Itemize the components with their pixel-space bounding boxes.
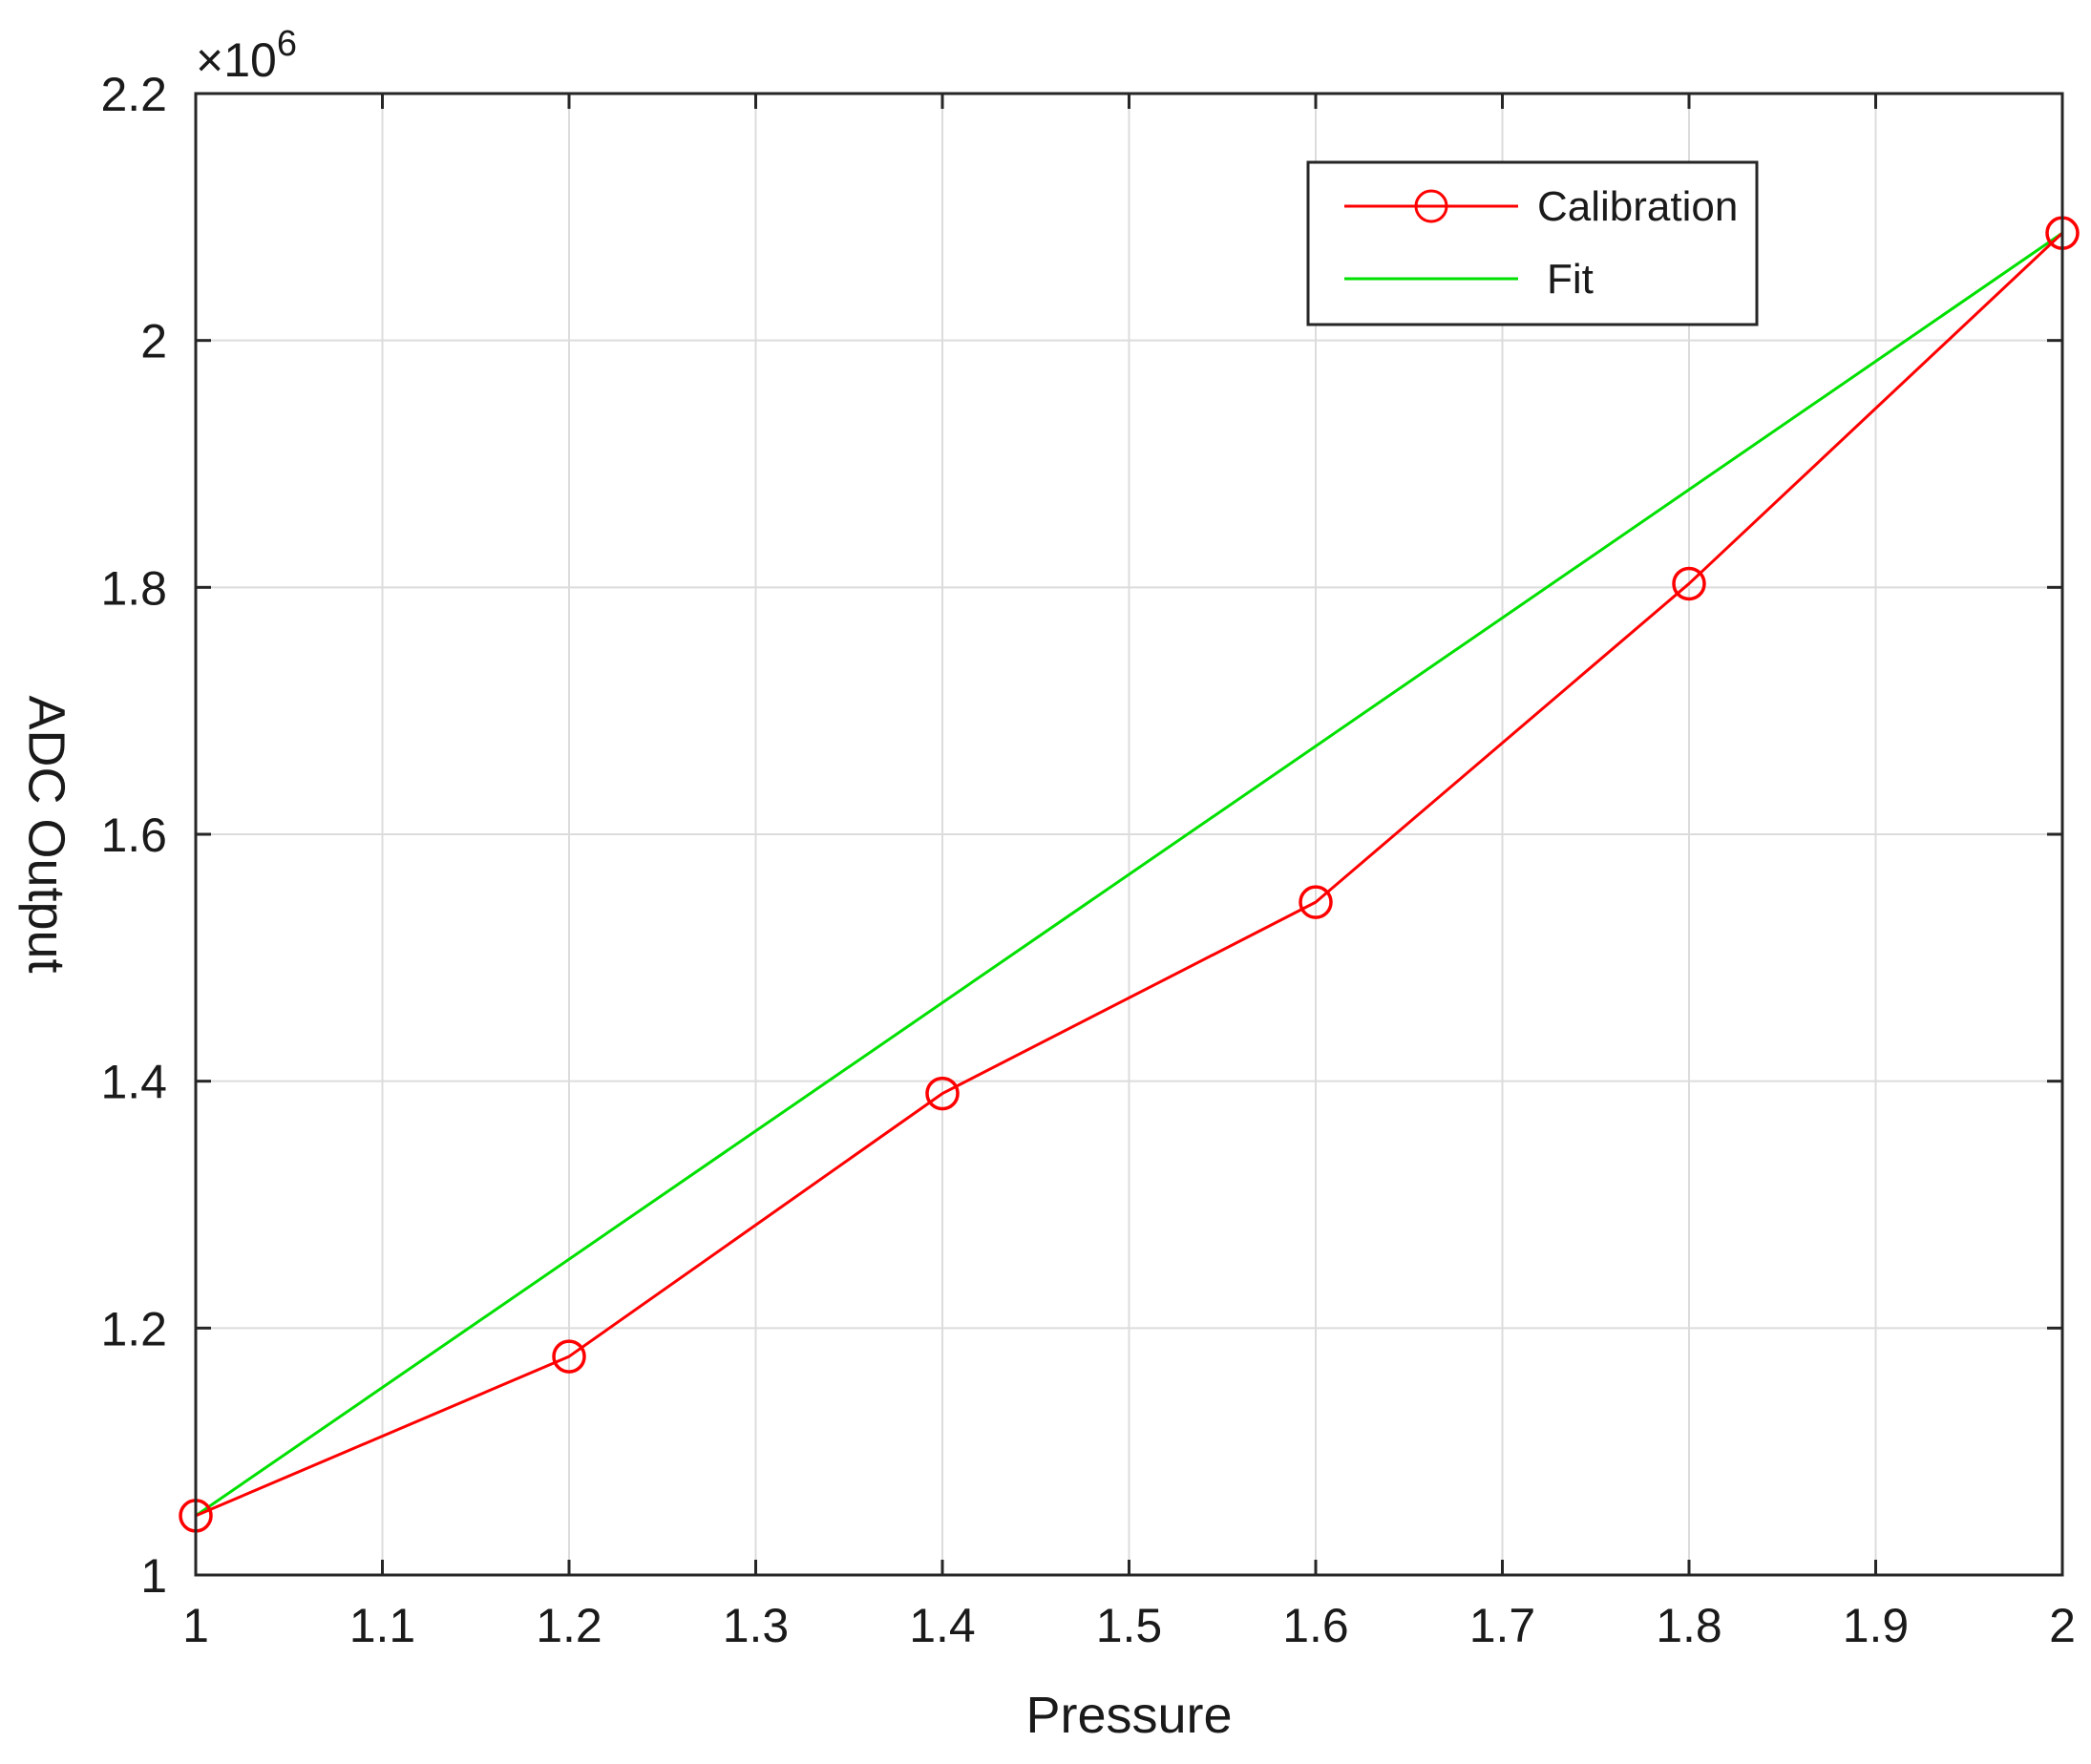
y-tick-label: 1.6 <box>100 808 167 862</box>
x-tick-label: 1.4 <box>909 1599 976 1652</box>
legend-label-fit: Fit <box>1547 256 1594 303</box>
data-point-calibration <box>1299 885 1333 919</box>
x-tick-label: 1.3 <box>723 1599 790 1652</box>
x-tick-label: 1 <box>182 1599 209 1652</box>
tick-labels: 1 1.1 1.2 1.3 1.4 1.5 1.6 1.7 1.8 1.9 2 1 1.2 1.4 1.6 1… <box>100 68 2075 1652</box>
y-exponent-base: ×10 <box>196 33 277 87</box>
x-tick-label: 2 <box>2049 1599 2076 1652</box>
data-point-calibration <box>552 1339 586 1374</box>
y-tick-label: 1.8 <box>100 561 167 615</box>
x-tick-label: 1.9 <box>1843 1599 1910 1652</box>
series-line-calibration <box>195 232 2064 1518</box>
y-tick-label: 1 <box>140 1549 167 1603</box>
x-tick-label: 1.7 <box>1469 1599 1536 1652</box>
y-exponent-label: ×106 <box>196 24 297 87</box>
x-tick-label: 1.8 <box>1656 1599 1722 1652</box>
y-tick-label: 2.2 <box>100 68 167 121</box>
ticks <box>194 92 2064 1577</box>
y-axis-label: ADC Output <box>18 695 75 973</box>
data-point-calibration <box>925 1076 960 1111</box>
x-tick-label: 1.2 <box>536 1599 602 1652</box>
series-line-fit <box>195 231 2063 1518</box>
y-tick-label: 2 <box>140 315 167 368</box>
legend-box <box>1306 160 1759 326</box>
x-tick-label: 1.1 <box>349 1599 416 1652</box>
legend-marker-calibration <box>1414 189 1448 223</box>
y-tick-label: 1.2 <box>100 1302 167 1355</box>
y-tick-label: 1.4 <box>100 1056 167 1109</box>
data-point-calibration <box>1672 566 1706 601</box>
x-tick-label: 1.6 <box>1282 1599 1349 1652</box>
y-exponent-power: 6 <box>277 24 297 64</box>
grid <box>196 94 2062 1575</box>
legend: Calibration Fit <box>1306 160 1759 326</box>
x-axis-label: Pressure <box>1025 1687 1232 1744</box>
legend-label-calibration: Calibration <box>1537 183 1738 230</box>
series-layer <box>179 216 2080 1533</box>
x-tick-label: 1.5 <box>1096 1599 1163 1652</box>
